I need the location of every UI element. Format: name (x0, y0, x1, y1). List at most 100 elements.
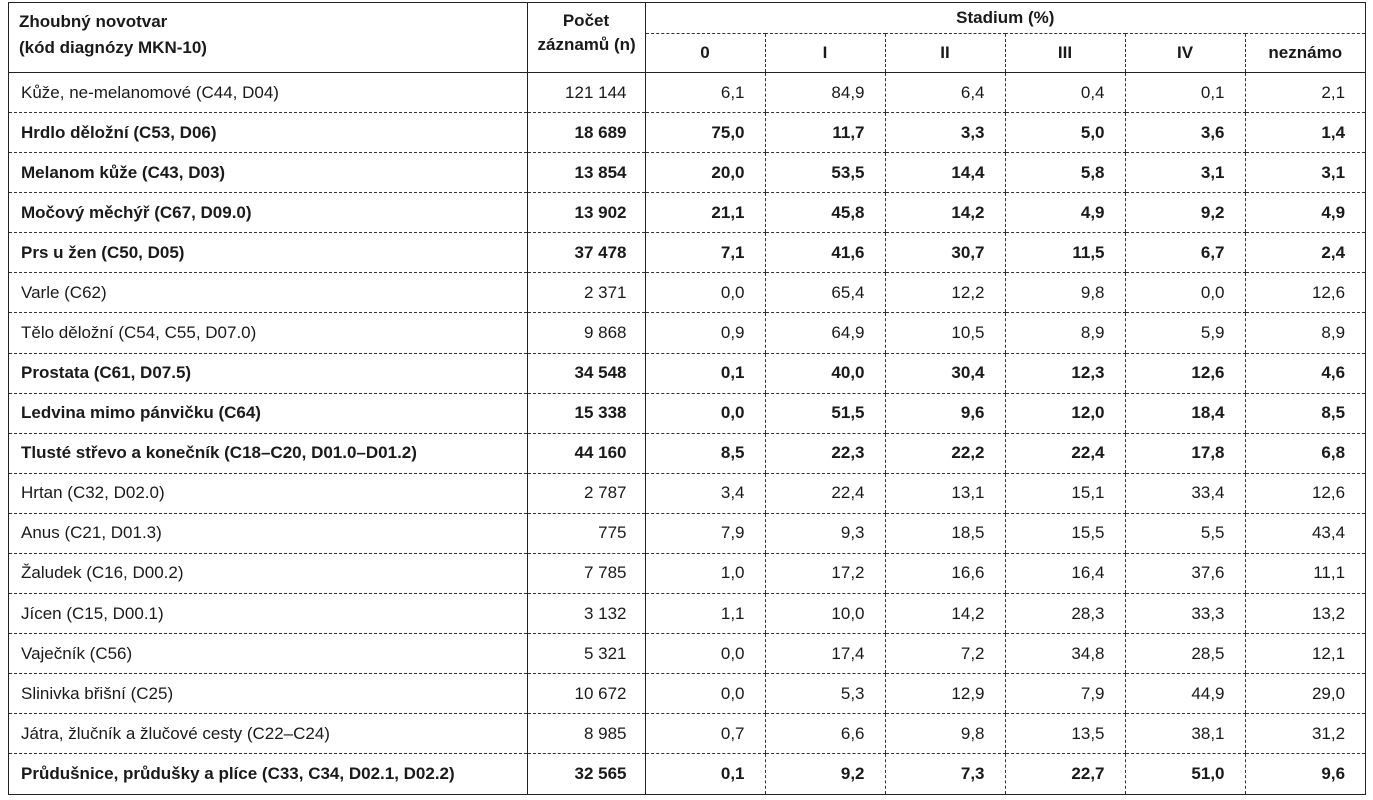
diagnosis-cell: Hrtan (C32, D02.0) (9, 473, 527, 514)
stage-value-cell: 22,3 (764, 433, 885, 474)
stage-value-cell: 51,0 (1124, 753, 1245, 794)
table-row: Slinivka břišní (C25) 10 672 0,0 5,3 12,9 7,9… (9, 673, 1366, 715)
stage-value-cell: 38,1 (1124, 713, 1245, 755)
stage-value-cell: 7,9 (644, 513, 765, 554)
stage-value-cell: 6,6 (764, 713, 885, 755)
stage-value-cell: 53,5 (764, 152, 885, 194)
table-row: Prs u žen (C50, D05) 37 478 7,1 41,6 30,7 11,… (9, 232, 1366, 274)
stage-value-cell: 4,6 (1244, 353, 1366, 394)
diagnosis-cell: Varle (C62) (9, 272, 527, 314)
stage-value-cell: 22,7 (1004, 753, 1125, 794)
stage-value-cell: 9,2 (764, 753, 885, 794)
count-cell: 13 854 (526, 152, 645, 194)
stage-value-cell: 0,0 (644, 393, 765, 434)
diagnosis-cell: Jícen (C15, D00.1) (9, 593, 527, 635)
stage-value-cell: 6,8 (1244, 433, 1366, 474)
stage-value-cell: 12,2 (884, 272, 1005, 314)
table-row: Hrtan (C32, D02.0) 2 787 3,4 22,4 13,1 15,1 33… (9, 473, 1366, 514)
table-row: Ledvina mimo pánvičku (C64) 15 338 0,0 51,5… (9, 393, 1366, 434)
table-row: Průdušnice, průdušky a plíce (C33, C34, … (9, 753, 1366, 794)
count-cell: 37 478 (526, 232, 645, 274)
table-row: Prostata (C61, D07.5) 34 548 0,1 40,0 30,4 12… (9, 353, 1366, 394)
count-cell: 10 672 (526, 673, 645, 715)
stage-value-cell: 20,0 (644, 152, 765, 194)
header-stadium: Stadium (%) (644, 3, 1366, 34)
count-cell: 775 (526, 513, 645, 554)
table-body: Kůže, ne-melanomové (C44, D04) 121 144 6,1… (9, 72, 1366, 794)
stage-value-cell: 22,4 (1004, 433, 1125, 474)
count-cell: 34 548 (526, 353, 645, 394)
stage-value-cell: 7,2 (884, 633, 1005, 675)
table-row: Tlusté střevo a konečník (C18–C20, D01.0… (9, 433, 1366, 474)
stage-value-cell: 4,9 (1244, 192, 1366, 234)
stage-value-cell: 30,7 (884, 232, 1005, 274)
stage-value-cell: 17,8 (1124, 433, 1245, 474)
stage-value-cell: 11,7 (764, 112, 885, 154)
stage-value-cell: 9,8 (1004, 272, 1125, 314)
stage-value-cell: 12,3 (1004, 353, 1125, 394)
stage-value-cell: 5,0 (1004, 112, 1125, 154)
header-diagnosis-line1: Zhoubný novotvar (19, 12, 168, 31)
stage-value-cell: 11,1 (1244, 553, 1366, 595)
stage-value-cell: 18,4 (1124, 393, 1245, 434)
stage-value-cell: 41,6 (764, 232, 885, 274)
staging-table-frame: Zhoubný novotvar (kód diagnózy MKN-10) P… (8, 2, 1366, 795)
header-diagnosis: Zhoubný novotvar (kód diagnózy MKN-10) (9, 3, 527, 73)
stage-value-cell: 1,0 (644, 553, 765, 595)
stage-value-cell: 9,6 (884, 393, 1005, 434)
diagnosis-cell: Vaječník (C56) (9, 633, 527, 675)
header-stage-0: 0 (644, 33, 765, 73)
stage-value-cell: 0,0 (644, 673, 765, 715)
stage-value-cell: 5,3 (764, 673, 885, 715)
diagnosis-cell: Melanom kůže (C43, D03) (9, 152, 527, 194)
stage-value-cell: 3,1 (1124, 152, 1245, 194)
header-stage-5: neznámo (1244, 33, 1366, 73)
stage-value-cell: 64,9 (764, 312, 885, 354)
header-count-line2: záznamů (n) (537, 35, 636, 54)
count-cell: 121 144 (526, 72, 645, 114)
stage-value-cell: 1,4 (1244, 112, 1366, 154)
stage-value-cell: 5,5 (1124, 513, 1245, 554)
stage-value-cell: 14,2 (884, 192, 1005, 234)
count-cell: 3 132 (526, 593, 645, 635)
stage-value-cell: 18,5 (884, 513, 1005, 554)
stage-value-cell: 8,9 (1004, 312, 1125, 354)
count-cell: 32 565 (526, 753, 645, 794)
stage-value-cell: 6,7 (1124, 232, 1245, 274)
diagnosis-cell: Slinivka břišní (C25) (9, 673, 527, 715)
stage-value-cell: 5,9 (1124, 312, 1245, 354)
stage-value-cell: 29,0 (1244, 673, 1366, 715)
count-cell: 44 160 (526, 433, 645, 474)
stage-value-cell: 10,5 (884, 312, 1005, 354)
stage-value-cell: 13,1 (884, 473, 1005, 514)
table-row: Varle (C62) 2 371 0,0 65,4 12,2 9,8 0,0 12,6 (9, 272, 1366, 314)
stage-value-cell: 44,9 (1124, 673, 1245, 715)
count-cell: 9 868 (526, 312, 645, 354)
stage-value-cell: 5,8 (1004, 152, 1125, 194)
count-cell: 15 338 (526, 393, 645, 434)
stage-value-cell: 12,6 (1244, 272, 1366, 314)
table-row: Jícen (C15, D00.1) 3 132 1,1 10,0 14,2 28,3 33… (9, 593, 1366, 635)
stage-value-cell: 7,3 (884, 753, 1005, 794)
table-row: Tělo děložní (C54, C55, D07.0) 9 868 0,9 64… (9, 312, 1366, 354)
stage-value-cell: 9,3 (764, 513, 885, 554)
header-stage-2: II (884, 33, 1005, 73)
stage-value-cell: 14,2 (884, 593, 1005, 635)
stage-value-cell: 15,5 (1004, 513, 1125, 554)
stage-value-cell: 22,2 (884, 433, 1005, 474)
stage-value-cell: 7,9 (1004, 673, 1125, 715)
stage-value-cell: 12,6 (1124, 353, 1245, 394)
stage-value-cell: 14,4 (884, 152, 1005, 194)
stage-value-cell: 16,6 (884, 553, 1005, 595)
stage-value-cell: 6,4 (884, 72, 1005, 114)
stage-value-cell: 2,4 (1244, 232, 1366, 274)
count-cell: 7 785 (526, 553, 645, 595)
stage-value-cell: 4,9 (1004, 192, 1125, 234)
table-row: Melanom kůže (C43, D03) 13 854 20,0 53,5 14,… (9, 152, 1366, 194)
stage-value-cell: 28,5 (1124, 633, 1245, 675)
stage-value-cell: 3,4 (644, 473, 765, 514)
count-cell: 8 985 (526, 713, 645, 755)
count-cell: 2 787 (526, 473, 645, 514)
stage-value-cell: 0,0 (1124, 272, 1245, 314)
header-stage-1: I (764, 33, 885, 73)
